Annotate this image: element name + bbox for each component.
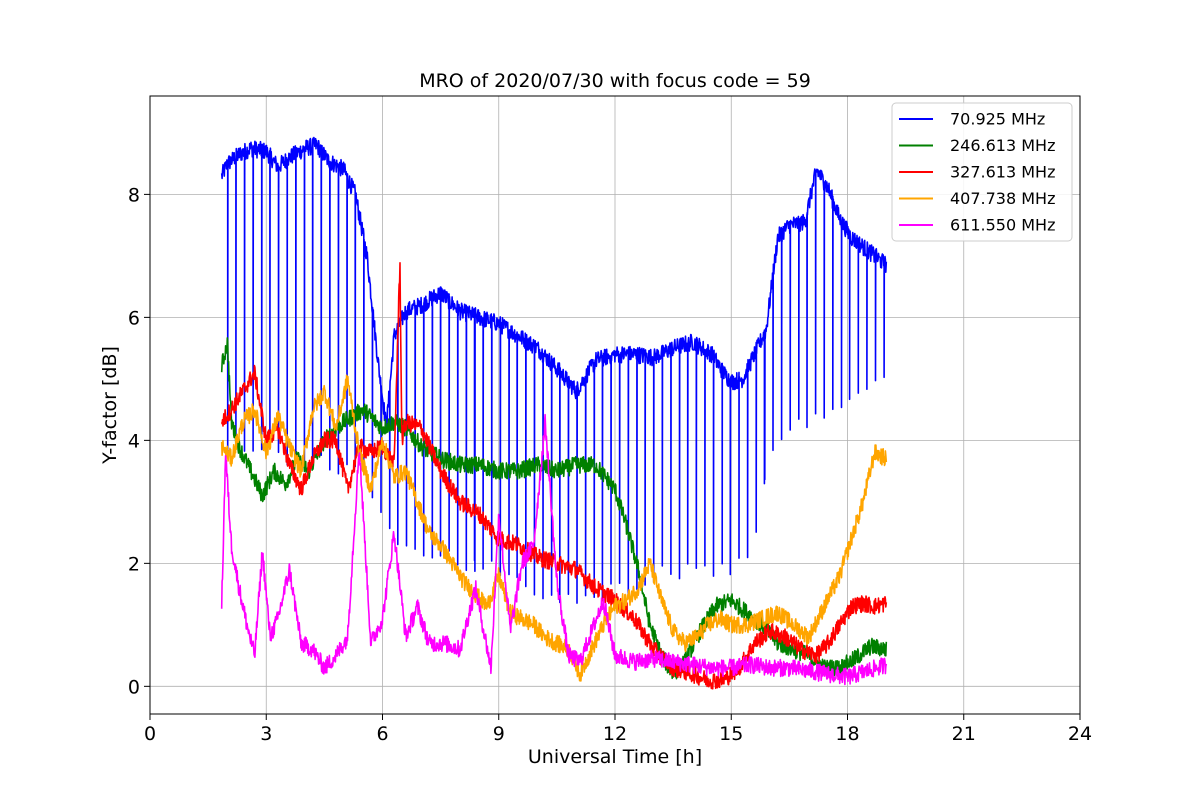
- x-axis-label: Universal Time [h]: [528, 746, 702, 768]
- legend-label-3: 327.613 MHz: [950, 163, 1055, 182]
- x-tick-label: 6: [376, 723, 388, 745]
- x-tick-label: 21: [952, 723, 976, 745]
- x-tick-label: 12: [603, 723, 627, 745]
- x-tick-label: 0: [144, 723, 156, 745]
- legend-label-1: 70.925 MHz: [950, 110, 1045, 129]
- series-line-5: [220, 413, 888, 686]
- x-tick-label: 9: [493, 723, 505, 745]
- x-tick-label: 18: [835, 723, 859, 745]
- legend: 70.925 MHz 246.613 MHz 327.613 MHz 407.738 …: [891, 102, 1073, 242]
- chart-title: MRO of 2020/07/30 with focus code = 59: [419, 70, 811, 92]
- x-tick-label: 3: [260, 723, 272, 745]
- y-tick-label: 2: [128, 553, 140, 575]
- series-line-3: [220, 262, 888, 690]
- y-axis-label: Y-factor [dB]: [99, 346, 121, 465]
- legend-label-2: 246.613 MHz: [950, 136, 1055, 155]
- series-line-1: [220, 136, 888, 604]
- legend-label-4: 407.738 MHz: [950, 189, 1055, 208]
- y-tick-label: 4: [128, 430, 140, 452]
- series-layer: [220, 136, 888, 690]
- series-line-4: [220, 374, 888, 682]
- legend-label-5: 611.550 MHz: [950, 216, 1055, 235]
- legend-frame: [891, 102, 1073, 242]
- y-tick-label: 8: [128, 184, 140, 206]
- y-tick-label: 0: [128, 676, 140, 698]
- y-tick-label: 6: [128, 307, 140, 329]
- x-tick-label: 24: [1068, 723, 1092, 745]
- x-tick-label: 15: [719, 723, 743, 745]
